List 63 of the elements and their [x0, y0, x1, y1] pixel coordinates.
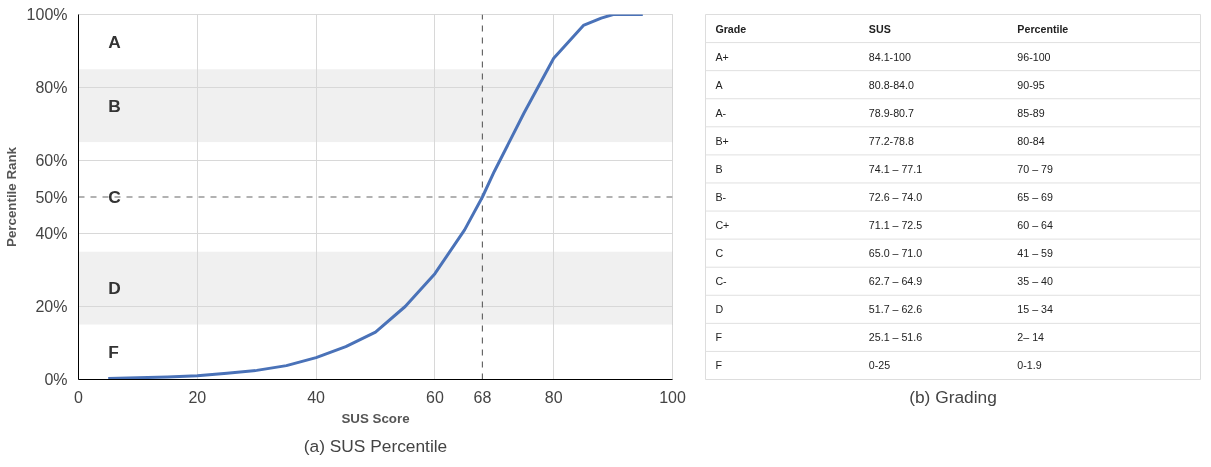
text: A-	[715, 106, 727, 119]
ref-line-label: 50%	[35, 188, 68, 206]
band-label: F	[108, 342, 119, 363]
text: (b) Grading	[909, 386, 997, 407]
text: C-	[715, 275, 728, 288]
text: A	[715, 78, 724, 91]
band-label: D	[108, 278, 121, 299]
x-tick-label: 20	[188, 388, 207, 406]
text: C	[715, 247, 724, 260]
text: B	[715, 162, 723, 175]
y-tick-label: 100%	[26, 6, 68, 23]
text: 65.0 – 71.0	[868, 247, 923, 260]
category-label: SUS	[868, 22, 891, 35]
ref-line-label: 68	[473, 388, 492, 406]
x-tick-label: 40	[307, 388, 326, 406]
text: F	[715, 359, 723, 372]
text: B-	[715, 191, 727, 203]
text: 90-95	[1017, 78, 1045, 91]
x-tick-label: 60	[426, 388, 444, 406]
text: F	[715, 331, 723, 344]
y-tick-label: 0%	[44, 371, 68, 388]
text: 60 – 64	[1017, 219, 1053, 232]
text: (a) SUS Percentile	[303, 435, 448, 456]
y-axis-title: Percentile Rank	[3, 146, 19, 247]
text: 0-25	[868, 359, 891, 372]
y-tick-label: 40%	[35, 225, 68, 242]
text: 78.9-80.7	[868, 106, 914, 119]
text: 71.1 – 72.5	[868, 219, 923, 232]
text: 15 – 34	[1017, 303, 1053, 316]
x-tick-label: 80	[544, 388, 563, 406]
text: 62.7 – 64.9	[868, 275, 923, 288]
text: 70 – 79	[1017, 162, 1053, 175]
line-series	[106, 14, 645, 380]
text: 51.7 – 62.6	[868, 303, 923, 316]
text: B+	[715, 134, 729, 147]
x-tick-label: 0	[74, 388, 84, 406]
text: C+	[715, 219, 730, 232]
text: D	[715, 303, 724, 316]
text: 85-89	[1017, 106, 1045, 119]
text: 77.2-78.8	[868, 134, 914, 147]
text: 80.8-84.0	[868, 78, 914, 91]
text: 25.1 – 51.6	[868, 331, 923, 344]
text: 35 – 40	[1017, 275, 1053, 288]
x-tick-label: 100	[659, 388, 686, 406]
text: 84.1-100	[868, 50, 911, 63]
text: 96-100	[1017, 50, 1051, 63]
text: 72.6 – 74.0	[868, 191, 923, 203]
text: 2– 14	[1017, 331, 1045, 344]
text: A+	[715, 50, 729, 63]
y-tick-label: 60%	[35, 152, 68, 169]
y-tick-label: 20%	[35, 298, 68, 315]
text: 0-1.9	[1017, 359, 1042, 372]
text: 74.1 – 77.1	[868, 162, 923, 175]
text: 65 – 69	[1017, 191, 1053, 203]
band-label: C	[108, 187, 122, 207]
category-label: Percentile	[1017, 22, 1069, 35]
band-label: A	[108, 31, 122, 52]
x-axis-title: SUS Score	[341, 410, 410, 426]
category-label: Grade	[715, 22, 747, 35]
y-tick-label: 80%	[35, 79, 68, 96]
text: 41 – 59	[1017, 247, 1053, 260]
band-label: B	[108, 95, 121, 116]
text: 80-84	[1017, 134, 1045, 147]
